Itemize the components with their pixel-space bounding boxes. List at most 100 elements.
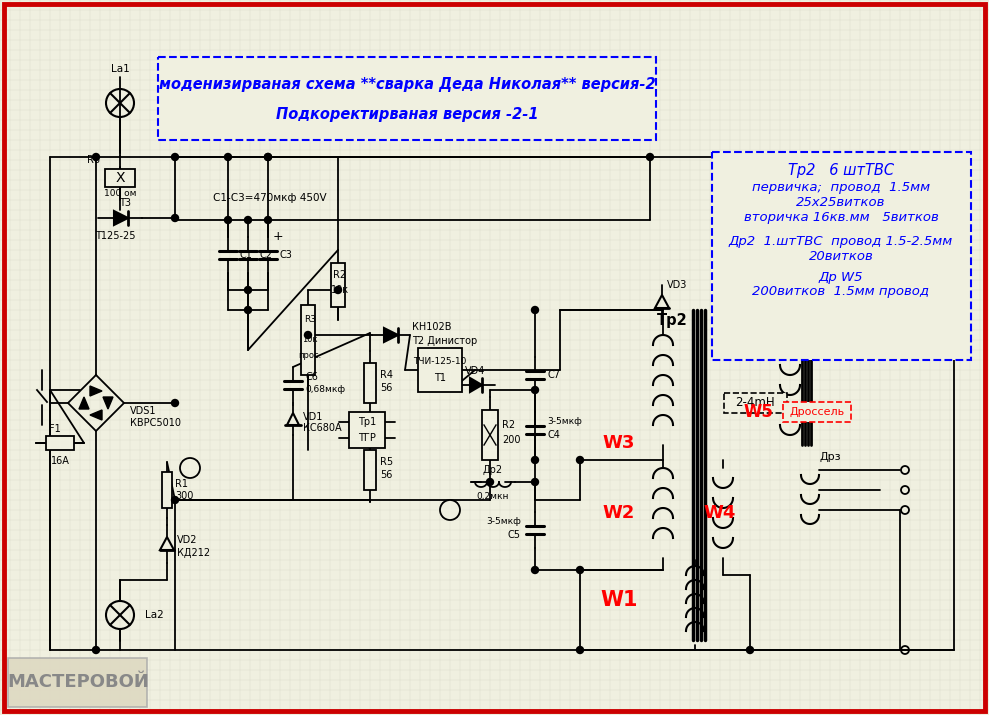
Text: МАСТЕРОВОЙ: МАСТЕРОВОЙ [7,673,149,691]
Text: C3: C3 [280,250,293,260]
Text: R3: R3 [304,315,316,325]
Circle shape [171,214,178,222]
Circle shape [244,307,251,313]
Text: R2: R2 [333,270,346,280]
Text: R2: R2 [502,420,515,430]
Bar [301,305,315,375]
Circle shape [264,217,272,224]
Polygon shape [470,378,482,392]
Text: 10к: 10к [331,285,349,295]
Circle shape [531,456,538,463]
Text: VD3: VD3 [667,280,687,290]
Circle shape [531,307,538,313]
Text: 2-4mH: 2-4mH [735,397,774,410]
FancyBboxPatch shape [712,152,971,360]
Text: 20витков: 20витков [809,250,873,264]
Polygon shape [90,386,102,396]
Circle shape [225,154,231,160]
Circle shape [334,287,341,293]
Text: Др W5: Др W5 [819,270,863,284]
Polygon shape [103,397,113,409]
FancyBboxPatch shape [724,393,787,413]
Circle shape [440,500,460,520]
Text: вторичка 16кв.мм   5витков: вторичка 16кв.мм 5витков [744,212,939,225]
Text: R1: R1 [175,479,188,489]
Circle shape [487,478,494,485]
Text: КН102В: КН102В [412,322,452,332]
Text: VD1: VD1 [303,412,323,422]
Text: VD4: VD4 [465,366,486,376]
Text: X: X [116,171,125,185]
Text: C1: C1 [240,250,253,260]
Text: КД212: КД212 [177,548,210,558]
Text: Др2  1.штТВС  провод 1.5-2.5мм: Др2 1.штТВС провод 1.5-2.5мм [729,235,953,249]
FancyBboxPatch shape [783,402,851,422]
Text: Подкоректирваная версия -2-1: Подкоректирваная версия -2-1 [276,107,538,122]
Text: 200: 200 [502,435,520,445]
Polygon shape [79,397,89,409]
Text: W3: W3 [603,434,635,452]
Text: ТЧИ-125-10: ТЧИ-125-10 [413,358,467,367]
Polygon shape [90,410,102,420]
Circle shape [577,456,584,463]
Circle shape [264,154,272,160]
Text: моденизирваная схема **сварка Деда Николая** версия-2: моденизирваная схема **сварка Деда Никол… [158,77,656,92]
Text: 3-5мкф: 3-5мкф [487,518,521,526]
Text: 0,2мкн: 0,2мкн [477,491,509,500]
Text: 16A: 16A [50,456,69,466]
Bar [364,450,376,490]
Text: первичка;  провод  1.5мм: первичка; провод 1.5мм [752,182,930,194]
Text: W1: W1 [600,590,638,610]
Circle shape [244,217,251,224]
Bar [331,263,345,307]
Bar [105,169,135,187]
Circle shape [180,458,200,478]
Circle shape [577,646,584,654]
Text: Тр2   6 штТВС: Тр2 6 штТВС [788,162,894,177]
Text: Дрз: Дрз [820,452,842,462]
Bar [482,410,498,460]
Circle shape [225,217,231,224]
Text: 300: 300 [175,491,194,501]
Circle shape [171,400,178,407]
Bar [349,412,385,448]
Text: C2: C2 [260,250,273,260]
Text: La1: La1 [111,64,130,74]
Circle shape [93,646,100,654]
Text: C5: C5 [508,530,521,540]
Bar [418,348,462,392]
Text: R6: R6 [87,155,100,165]
Text: ТГР: ТГР [358,433,376,443]
Text: +: + [273,230,283,244]
Text: C7: C7 [547,370,560,380]
Circle shape [93,154,100,160]
Text: Др2: Др2 [483,465,503,475]
Text: W2: W2 [603,504,635,522]
Text: C1-С3=470мкф 450V: C1-С3=470мкф 450V [213,193,326,203]
Text: КВРС5010: КВРС5010 [130,418,181,428]
Circle shape [305,332,312,338]
Text: T3: T3 [119,198,131,208]
Bar [162,472,172,508]
Circle shape [244,287,251,293]
Text: F1: F1 [49,424,61,434]
Text: T1: T1 [434,373,446,383]
Bar [364,363,376,403]
Circle shape [577,566,584,573]
Circle shape [531,478,538,485]
Circle shape [531,566,538,573]
Text: VDS1: VDS1 [130,406,156,416]
Text: Дроссель: Дроссель [789,407,845,417]
FancyBboxPatch shape [8,658,147,707]
Text: прос.: прос. [299,350,321,360]
Text: T2 Динистор: T2 Динистор [412,336,478,346]
Text: C4: C4 [547,430,560,440]
Text: Тр2: Тр2 [657,312,687,327]
Text: C6: C6 [305,372,317,382]
Circle shape [171,154,178,160]
Text: La2: La2 [145,610,164,620]
Circle shape [171,496,178,503]
Text: R5: R5 [380,457,393,467]
Circle shape [647,154,654,160]
Text: R4: R4 [380,370,393,380]
